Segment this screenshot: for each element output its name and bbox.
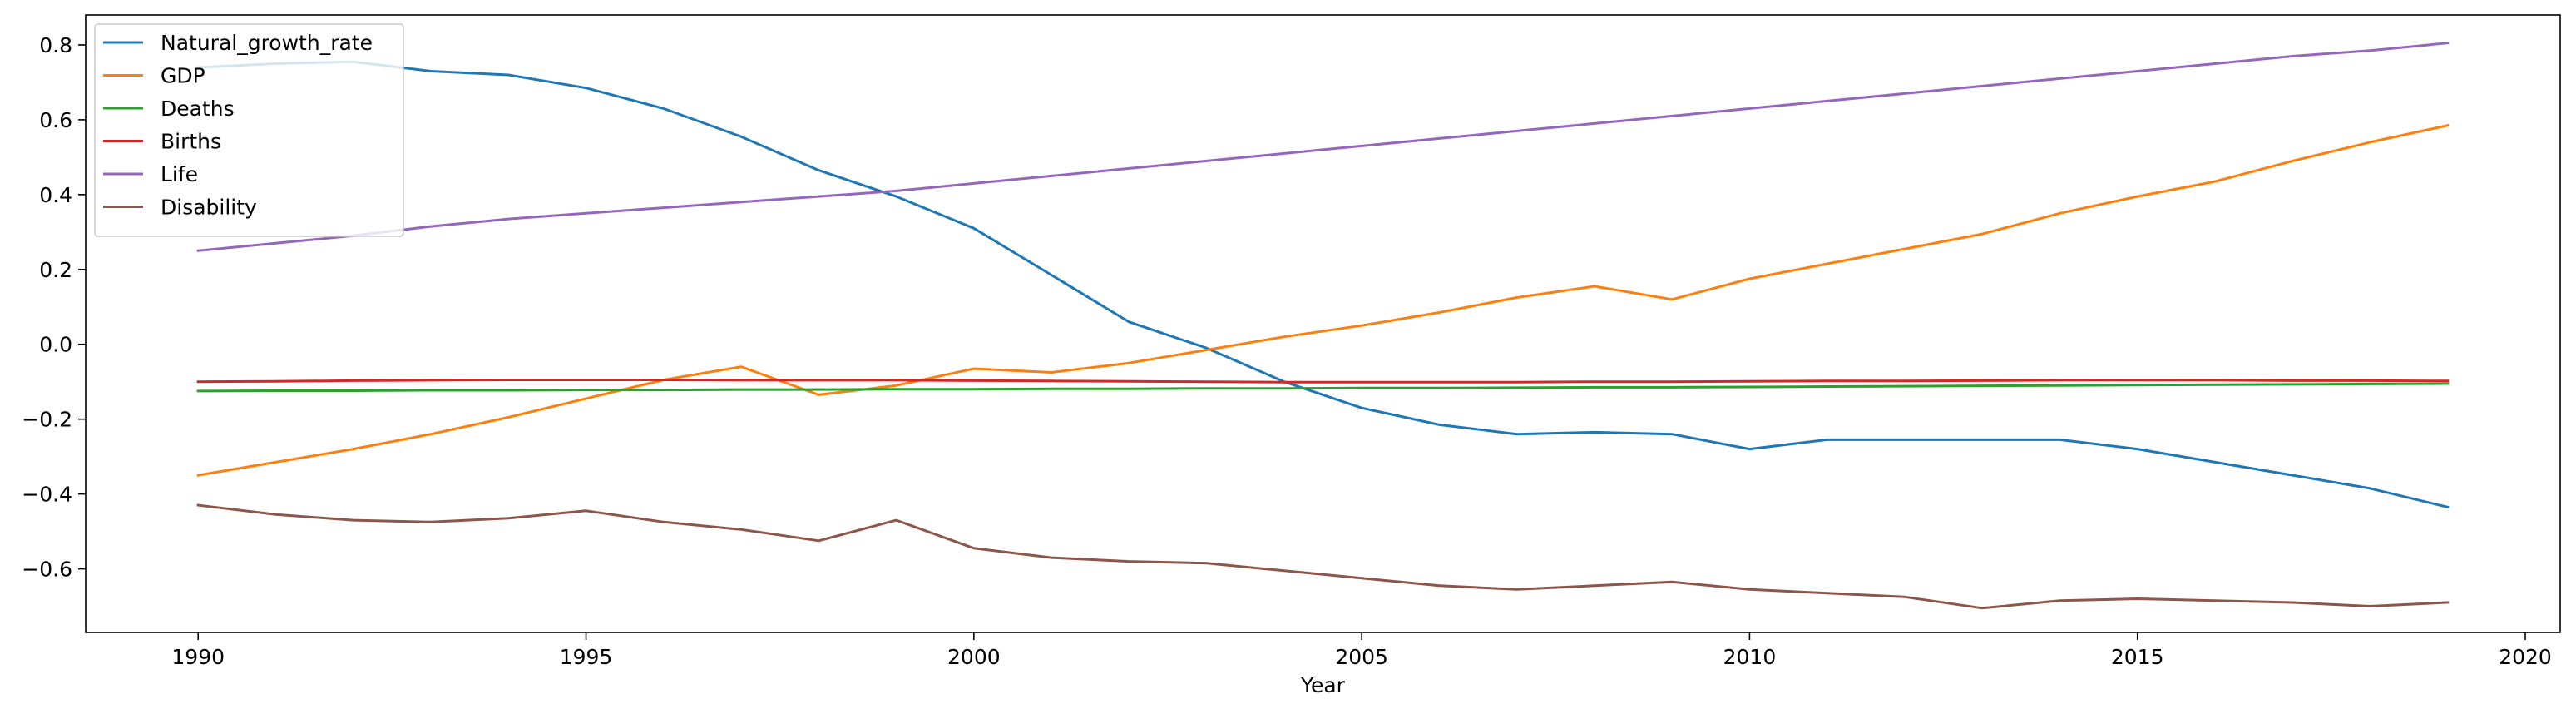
- x-tick-label: 2005: [1335, 645, 1388, 669]
- series-lines: [196, 42, 2450, 610]
- y-tick-label: 0.4: [39, 183, 72, 207]
- legend-label: Life: [161, 162, 198, 186]
- x-tick-label: 2000: [947, 645, 1001, 669]
- y-tick-label: 0.6: [39, 108, 72, 132]
- x-tick-label: 2015: [2111, 645, 2164, 669]
- legend-label: GDP: [161, 64, 205, 88]
- legend: Natural_growth_rate GDP Deaths Births Life Di…: [94, 23, 404, 237]
- series-line-births: [196, 379, 2450, 384]
- x-tick-label: 1995: [560, 645, 613, 669]
- x-tick-label: 2010: [1723, 645, 1777, 669]
- series-line-gdp: [196, 123, 2450, 477]
- y-axis-ticks: −0.6 −0.4 −0.2 0.0 0.2 0.4 0.6 0.8: [22, 33, 86, 582]
- series-line-natural-growth-rate: [196, 60, 2450, 509]
- legend-label: Natural_growth_rate: [161, 31, 373, 55]
- y-tick-label: 0.8: [39, 33, 72, 57]
- y-tick-label: −0.6: [22, 558, 72, 582]
- legend-label: Disability: [161, 196, 257, 220]
- series-line-life: [196, 42, 2450, 252]
- x-tick-label: 2020: [2499, 645, 2552, 669]
- legend-label: Births: [161, 130, 221, 154]
- y-tick-label: 0.0: [39, 333, 72, 357]
- legend-box: [94, 23, 404, 237]
- y-tick-label: 0.2: [39, 258, 72, 282]
- series-line-disability: [196, 503, 2450, 610]
- x-axis-label: Year: [1300, 673, 1346, 697]
- x-tick-label: 1990: [171, 645, 225, 669]
- x-axis-ticks: 1990 1995 2000 2005 2010 2015 2020: [171, 632, 2552, 669]
- series-line-deaths: [196, 382, 2450, 393]
- legend-label: Deaths: [161, 97, 235, 121]
- y-tick-label: −0.4: [22, 483, 72, 507]
- y-tick-label: −0.2: [22, 408, 72, 432]
- plot-frame: [85, 14, 2561, 633]
